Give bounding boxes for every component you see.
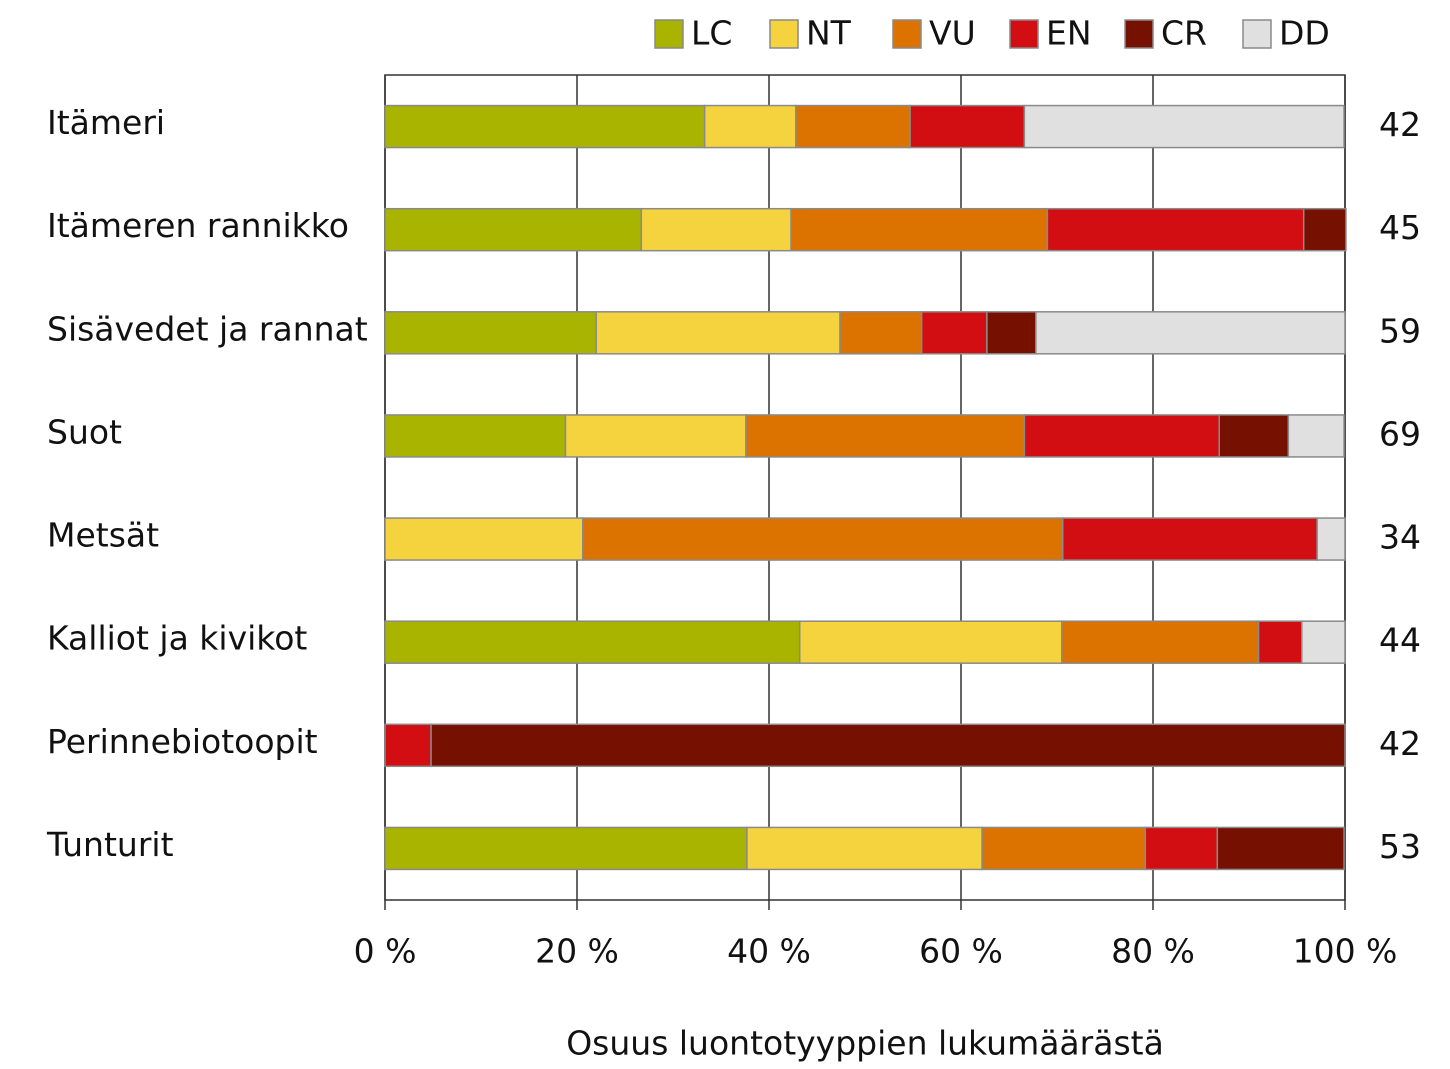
bar-segment xyxy=(703,104,797,149)
bar-segment xyxy=(798,620,1063,664)
legend-label: NT xyxy=(806,14,852,53)
total-label: 42 xyxy=(1379,724,1421,763)
bar-segment xyxy=(986,311,1037,355)
legend-swatch xyxy=(892,19,922,49)
bar-segment xyxy=(384,620,801,664)
x-tick-label: 20 % xyxy=(535,932,619,971)
legend-label: EN xyxy=(1046,14,1092,53)
total-label: 34 xyxy=(1379,518,1421,557)
legend-swatch xyxy=(1009,19,1039,49)
category-label: Itämeri xyxy=(47,103,165,142)
bar-segment xyxy=(384,723,432,768)
total-label: 69 xyxy=(1379,414,1421,453)
bar-segment xyxy=(790,207,1049,252)
legend-swatch xyxy=(769,19,799,49)
category-label: Kalliot ja kivikot xyxy=(47,619,307,658)
x-axis-label: Osuus luontotyyppien lukumäärästä xyxy=(566,1024,1164,1063)
bar-segment xyxy=(920,311,988,355)
x-tick-label: 100 % xyxy=(1293,932,1398,971)
bar-segment xyxy=(909,104,1026,149)
bar-segment xyxy=(981,826,1147,871)
x-tick-label: 80 % xyxy=(1111,932,1195,971)
bar-segment xyxy=(745,414,1026,458)
bar-segment xyxy=(1302,207,1347,252)
bar-segment xyxy=(1287,414,1345,458)
bar-segment xyxy=(1062,517,1318,561)
bar-segment xyxy=(1301,620,1346,664)
bar-segment xyxy=(640,207,792,252)
bar-segment xyxy=(384,104,706,149)
bar-segment xyxy=(564,414,747,458)
x-tick-label: 0 % xyxy=(354,932,417,971)
bar-segment xyxy=(384,311,597,355)
legend-label: VU xyxy=(929,14,976,53)
legend-swatch xyxy=(1242,19,1272,49)
category-label: Perinnebiotoopit xyxy=(47,722,318,761)
bar-segment xyxy=(1218,414,1290,458)
bar-segment xyxy=(384,207,643,252)
category-label: Itämeren rannikko xyxy=(47,206,349,245)
legend-label: DD xyxy=(1279,14,1330,53)
bar-segment xyxy=(384,414,567,458)
category-label: Metsät xyxy=(47,516,159,555)
legend-label: LC xyxy=(691,14,732,53)
total-label: 44 xyxy=(1379,621,1421,660)
bar-segment xyxy=(1061,620,1260,664)
total-label: 53 xyxy=(1379,827,1421,866)
bar-segment xyxy=(1046,207,1305,252)
legend-swatch xyxy=(1124,19,1154,49)
bar-segment xyxy=(795,104,911,149)
category-label: Suot xyxy=(47,412,122,451)
category-label: Tunturit xyxy=(46,825,174,864)
bar-segment xyxy=(582,517,1064,561)
bar-segment xyxy=(1023,104,1345,149)
legend-swatch xyxy=(654,19,684,49)
bar-segment xyxy=(1023,414,1220,458)
bar-segment xyxy=(746,826,983,871)
bar-segment xyxy=(1144,826,1219,871)
plot-frame xyxy=(384,74,1346,901)
x-tick-label: 40 % xyxy=(727,932,811,971)
total-label: 45 xyxy=(1379,208,1421,247)
bar-segment xyxy=(384,517,584,561)
total-label: 42 xyxy=(1379,105,1421,144)
bar-segment xyxy=(1216,826,1345,871)
bar-segment xyxy=(595,311,841,355)
bar-segment xyxy=(1316,517,1346,561)
bar-segment xyxy=(839,311,923,355)
bar-segment xyxy=(1035,311,1346,355)
bar-segment xyxy=(1257,620,1303,664)
bar-segment xyxy=(430,723,1346,768)
bar-segment xyxy=(384,826,748,871)
x-tick-label: 60 % xyxy=(919,932,1003,971)
total-label: 59 xyxy=(1379,311,1421,350)
category-label: Sisävedet ja rannat xyxy=(47,309,368,348)
legend-label: CR xyxy=(1161,14,1207,53)
